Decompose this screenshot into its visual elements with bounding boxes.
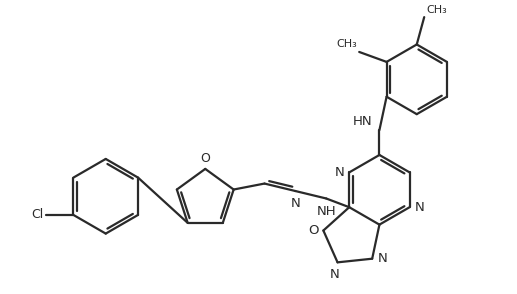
Text: N: N xyxy=(334,166,344,179)
Text: N: N xyxy=(378,252,388,265)
Text: CH₃: CH₃ xyxy=(427,5,447,15)
Text: O: O xyxy=(308,224,318,237)
Text: CH₃: CH₃ xyxy=(336,39,357,49)
Text: Cl: Cl xyxy=(32,208,43,221)
Text: N: N xyxy=(415,201,424,214)
Text: N: N xyxy=(291,198,300,211)
Text: NH: NH xyxy=(316,205,336,218)
Text: HN: HN xyxy=(353,115,372,128)
Text: N: N xyxy=(330,268,340,281)
Text: O: O xyxy=(200,152,210,165)
